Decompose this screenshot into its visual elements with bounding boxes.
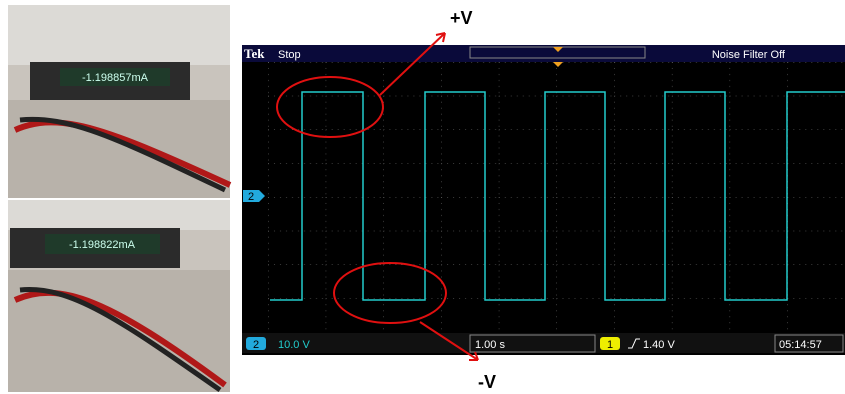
trigger-level: 1.40 V — [643, 339, 675, 351]
run-state: Stop — [278, 49, 301, 61]
annotation-low: -V — [478, 372, 496, 392]
volts-per-div: 10.0 V — [278, 339, 310, 351]
clock: 05:14:57 — [779, 339, 822, 351]
trigger-channel: 1 — [607, 339, 613, 351]
noise-filter: Noise Filter Off — [712, 49, 786, 61]
status-channel: 2 — [253, 339, 259, 351]
page: -1.198857mA -1.198822mA Tek Stop Noise F… — [0, 0, 845, 394]
brand: Tek — [244, 46, 265, 61]
photo-bottom: -1.198822mA — [8, 200, 230, 392]
meter-reading: -1.198822mA — [69, 239, 136, 251]
meter-reading: -1.198857mA — [82, 72, 149, 84]
channel-marker: 2 — [248, 191, 254, 203]
annotation-high: +V — [450, 8, 473, 28]
oscilloscope-screen: Tek Stop Noise Filter Off 2 2 10.0 V 1.0… — [242, 45, 845, 355]
time-per-div: 1.00 s — [475, 339, 505, 351]
figure: -1.198857mA -1.198822mA Tek Stop Noise F… — [0, 0, 845, 394]
photo-top: -1.198857mA — [8, 5, 230, 198]
